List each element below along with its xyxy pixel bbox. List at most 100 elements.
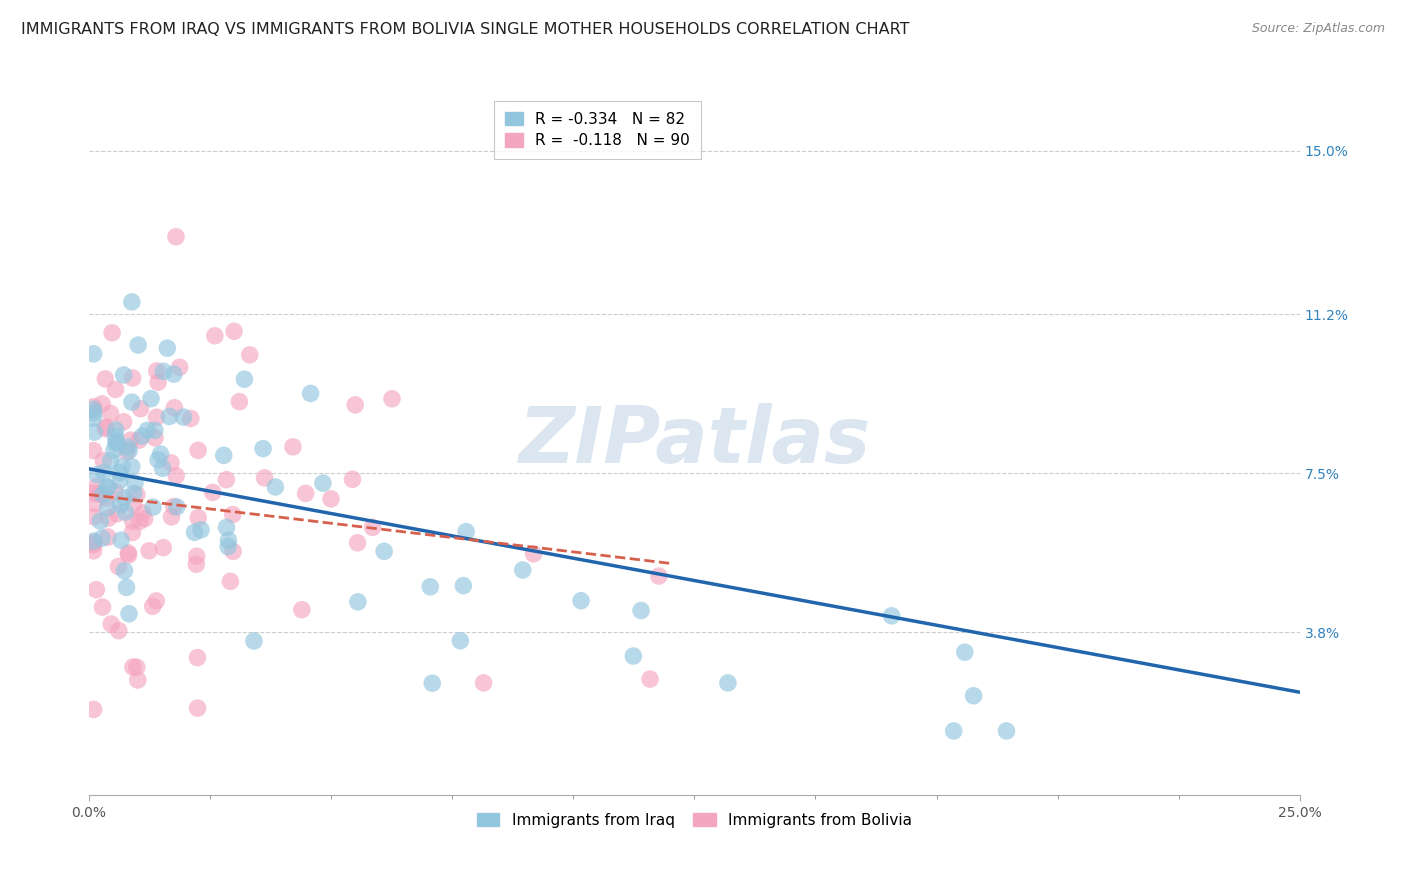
Point	[111, 459, 134, 474]
Point	[190, 523, 212, 537]
Point	[121, 525, 143, 540]
Point	[880, 608, 903, 623]
Point	[146, 376, 169, 390]
Point	[91, 397, 114, 411]
Point	[264, 480, 287, 494]
Point	[100, 406, 122, 420]
Point	[127, 673, 149, 687]
Point	[115, 581, 138, 595]
Point	[115, 445, 138, 459]
Point	[108, 474, 131, 488]
Point	[239, 348, 262, 362]
Point	[142, 599, 165, 614]
Point	[281, 440, 304, 454]
Point	[143, 423, 166, 437]
Point	[83, 406, 105, 420]
Point	[124, 476, 146, 491]
Point	[107, 624, 129, 638]
Point	[717, 676, 740, 690]
Point	[118, 548, 141, 562]
Point	[110, 533, 132, 548]
Point	[165, 229, 187, 244]
Point	[995, 723, 1018, 738]
Point	[108, 466, 131, 480]
Point	[114, 564, 136, 578]
Point	[121, 459, 143, 474]
Point	[252, 442, 274, 456]
Point	[217, 533, 239, 548]
Text: ZIPatlas: ZIPatlas	[519, 403, 870, 479]
Text: IMMIGRANTS FROM IRAQ VS IMMIGRANTS FROM BOLIVIA SINGLE MOTHER HOUSEHOLDS CORRELA: IMMIGRANTS FROM IRAQ VS IMMIGRANTS FROM …	[21, 22, 910, 37]
Point	[160, 510, 183, 524]
Point	[142, 500, 165, 515]
Point	[291, 603, 314, 617]
Point	[145, 364, 167, 378]
Point	[83, 543, 105, 558]
Point	[83, 497, 105, 511]
Point	[128, 514, 150, 528]
Point	[86, 582, 108, 597]
Point	[139, 392, 162, 406]
Point	[125, 487, 148, 501]
Point	[83, 535, 105, 549]
Point	[186, 650, 208, 665]
Point	[83, 702, 105, 716]
Point	[183, 525, 205, 540]
Point	[138, 543, 160, 558]
Point	[97, 511, 120, 525]
Point	[83, 425, 105, 439]
Point	[228, 394, 250, 409]
Point	[86, 479, 108, 493]
Point	[128, 433, 150, 447]
Point	[83, 538, 105, 552]
Point	[233, 372, 256, 386]
Point	[219, 574, 242, 589]
Point	[122, 660, 145, 674]
Point	[105, 507, 128, 521]
Point	[222, 324, 245, 338]
Point	[127, 338, 149, 352]
Point	[91, 531, 114, 545]
Point	[93, 466, 115, 480]
Point	[456, 524, 478, 539]
Point	[91, 487, 114, 501]
Point	[118, 443, 141, 458]
Point	[145, 410, 167, 425]
Point	[165, 468, 187, 483]
Point	[187, 443, 209, 458]
Point	[100, 454, 122, 468]
Point	[94, 372, 117, 386]
Point	[114, 505, 136, 519]
Point	[962, 689, 984, 703]
Point	[96, 500, 118, 515]
Point	[146, 452, 169, 467]
Point	[96, 420, 118, 434]
Point	[472, 676, 495, 690]
Point	[212, 448, 235, 462]
Point	[110, 498, 132, 512]
Point	[105, 434, 128, 449]
Point	[97, 530, 120, 544]
Point	[104, 423, 127, 437]
Point	[104, 429, 127, 443]
Point	[163, 401, 186, 415]
Point	[630, 603, 652, 617]
Point	[104, 484, 127, 499]
Point	[149, 447, 172, 461]
Point	[83, 400, 105, 414]
Point	[83, 347, 105, 361]
Point	[186, 558, 208, 572]
Point	[131, 429, 153, 443]
Point	[125, 660, 148, 674]
Point	[638, 672, 661, 686]
Point	[648, 569, 671, 583]
Point	[112, 368, 135, 382]
Point	[512, 563, 534, 577]
Point	[420, 676, 443, 690]
Point	[312, 476, 335, 491]
Point	[361, 520, 384, 534]
Point	[347, 595, 370, 609]
Point	[117, 546, 139, 560]
Point	[97, 481, 120, 495]
Point	[101, 326, 124, 340]
